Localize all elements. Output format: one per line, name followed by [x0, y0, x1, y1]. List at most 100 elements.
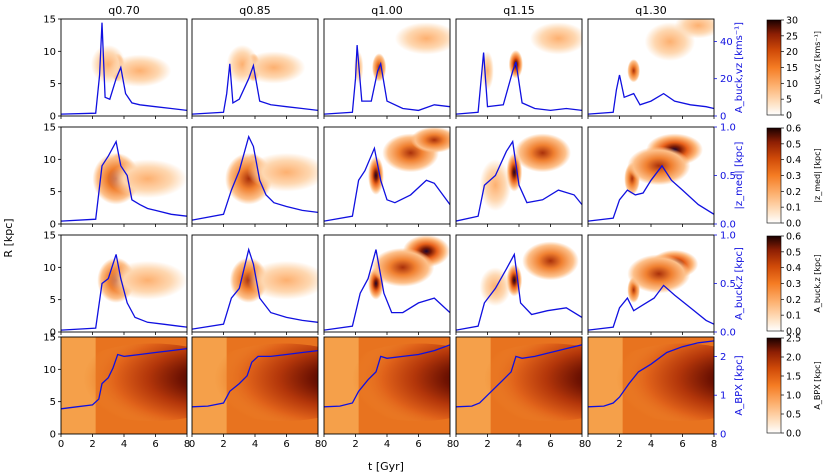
- panel-r3-q0.85: [191, 234, 319, 335]
- y-tick-label: 0: [50, 328, 56, 339]
- right-axis-label: A_BPX [kpc]: [734, 355, 745, 415]
- x-tick-label: 8: [711, 439, 717, 450]
- x-tick-label: 2: [220, 439, 226, 450]
- right-tick-label: 20: [720, 74, 733, 85]
- colorbar-label: A_BPX [kpc]: [813, 361, 822, 409]
- x-tick-label: 4: [384, 439, 390, 450]
- x-tick-label: 4: [648, 439, 654, 450]
- colorbar-tick-label: 1.5: [786, 372, 801, 383]
- heatmap-blob: [410, 127, 450, 153]
- heatmap-blob: [514, 133, 571, 173]
- heatmap-blob: [247, 152, 318, 192]
- x-tick-label: 6: [679, 439, 685, 450]
- x-tick-label: 0: [58, 439, 64, 450]
- heatmap-blob: [335, 343, 450, 422]
- colorbar-label: A_buck,z [kpc]: [813, 254, 822, 312]
- right-tick-label: 1: [720, 391, 726, 402]
- heatmap-blob: [108, 159, 187, 199]
- x-tick-label: 4: [252, 439, 258, 450]
- colorbar-gradient: [766, 337, 782, 434]
- x-tick-label: 0: [585, 439, 591, 450]
- y-tick-label: 5: [50, 295, 56, 306]
- right-tick-label: 0.5: [720, 279, 736, 290]
- panel-r2-q1.00: [323, 126, 451, 227]
- colorbar-tick-label: 2.0: [786, 353, 801, 364]
- colorbar-tick-label: 0.2: [786, 295, 801, 306]
- colorbar-label: |z_med| [kpc]: [813, 148, 822, 202]
- panel-r3-q1.15: [455, 234, 583, 335]
- y-tick-label: 10: [43, 155, 56, 166]
- colorbar-tick-label: 0.2: [786, 187, 801, 198]
- x-tick-label: 0: [321, 439, 327, 450]
- y-tick-label: 0: [50, 112, 56, 123]
- colorbar-gradient: [766, 19, 782, 116]
- heatmap-blob: [247, 260, 318, 300]
- right-tick-label: 1.0: [720, 123, 736, 134]
- y-tick-label: 0: [50, 430, 56, 441]
- heatmap-blob: [242, 51, 306, 84]
- panel-r1-q1.00: q1.00: [323, 4, 451, 119]
- right-tick-label: 1.0: [720, 231, 736, 242]
- line-series-q0.85: [192, 134, 318, 221]
- y-tick-label: 10: [43, 263, 56, 274]
- heatmap-blob: [627, 59, 640, 83]
- x-tick-label: 4: [121, 439, 127, 450]
- x-tick-label: 6: [415, 439, 421, 450]
- x-tick-label: 6: [152, 439, 158, 450]
- x-tick-label: 0: [453, 439, 459, 450]
- colorbar-tick-label: 10: [786, 79, 798, 90]
- y-tick-label: 0: [50, 220, 56, 231]
- right-tick-label: 2: [720, 352, 726, 363]
- heatmap-blob: [674, 19, 714, 39]
- column-title: q1.00: [371, 4, 402, 17]
- panel-r4-q1.15: 0 2 4 6 8: [453, 336, 585, 450]
- line-series-q1.15: [456, 252, 582, 331]
- heatmap-blob: [394, 22, 450, 55]
- colorbar-tick-label: 1.0: [786, 391, 801, 402]
- colorbar-tick-label: 0.1: [786, 203, 801, 214]
- colorbar-r4: 0.0 0.5 1.0 1.5 2.0 2.5 A_BPX [kpc]: [766, 334, 822, 440]
- colorbar-r2: 0.0 0.1 0.2 0.3 0.4 0.5 0.6 |z_med| [kpc]: [766, 124, 822, 230]
- panel-r2-q1.30: 0.0 0.5 1.0 |z_med| [kpc]: [587, 123, 745, 231]
- x-tick-label: 8: [447, 439, 453, 450]
- colorbar-tick-label: 0.3: [786, 171, 801, 182]
- colorbar-tick-label: 25: [786, 31, 798, 42]
- right-tick-label: 0.0: [720, 328, 736, 339]
- heatmap-blob: [627, 146, 691, 186]
- y-tick-label: 5: [50, 187, 56, 198]
- line-series-q0.70: [61, 139, 187, 222]
- x-tick-label: 8: [184, 439, 190, 450]
- x-tick-label: 8: [579, 439, 585, 450]
- heatmap-blob: [627, 254, 691, 294]
- line-series-q0.70: [61, 254, 187, 331]
- colorbar-tick-label: 0.0: [786, 327, 801, 338]
- y-tick-label: 15: [43, 333, 56, 344]
- heatmap-blob: [479, 267, 512, 307]
- column-title: q0.85: [239, 4, 270, 17]
- line-series-q1.30: [588, 164, 714, 222]
- colorbar-r1: 0 5 10 15 20 25 30 A_buck,vz [kms⁻¹]: [766, 16, 822, 122]
- colorbar-tick-label: 0.6: [786, 124, 801, 135]
- y-tick-label: 15: [43, 15, 56, 26]
- y-tick-label: 5: [50, 397, 56, 408]
- line-series-q1.15: [456, 344, 582, 408]
- colorbar-tick-label: 20: [786, 47, 798, 58]
- colorbar-tick-label: 0.5: [786, 410, 801, 421]
- y-axis-label: R [kpc]: [2, 218, 15, 257]
- panel-r4-q0.85: 0 2 4 6 8: [189, 336, 321, 450]
- x-tick-label: 6: [283, 439, 289, 450]
- heatmap-blob: [530, 22, 582, 55]
- line-series-q0.70: [61, 347, 187, 410]
- colorbar-gradient: [766, 127, 782, 224]
- x-tick-label: 8: [315, 439, 321, 450]
- line-series-q1.30: [588, 284, 714, 331]
- colorbar-tick-label: 0.4: [786, 155, 801, 166]
- y-tick-label: 15: [43, 231, 56, 242]
- line-series-q0.85: [192, 247, 318, 330]
- y-tick-label: 10: [43, 365, 56, 376]
- line-series-q0.85: [192, 63, 318, 115]
- column-title: q0.70: [108, 4, 139, 17]
- right-tick-label: 40: [720, 37, 733, 48]
